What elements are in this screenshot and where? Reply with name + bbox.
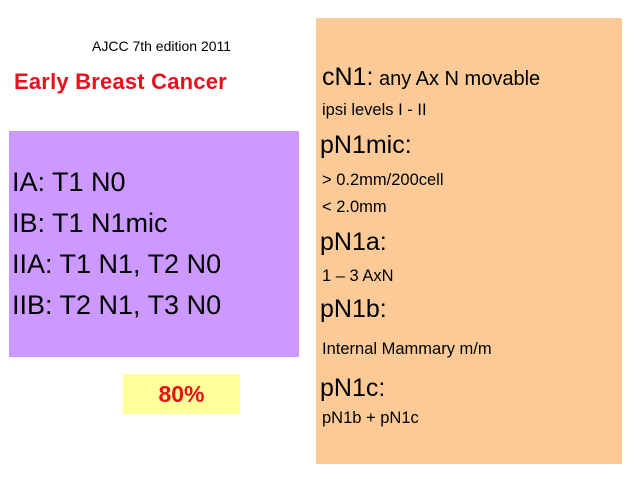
cn1-text: any Ax N movable: [373, 68, 541, 90]
stage-ib: IB: T1 N1mic: [12, 208, 168, 238]
pn1a-label: pN1a:: [320, 228, 387, 256]
cn1-line: cN1: any Ax N movable: [322, 63, 540, 92]
survival-percent: 80%: [158, 381, 205, 407]
pn1b-text: Internal Mammary m/m: [322, 340, 492, 358]
stage-iia: IIA: T1 N1, T2 N0: [12, 249, 222, 279]
pn1mic-line2: < 2.0mm: [322, 198, 387, 216]
edition-label: AJCC 7th edition 2011: [92, 38, 232, 54]
slide-title: Early Breast Cancer: [14, 69, 227, 94]
pn1mic-line1: > 0.2mm/200cell: [322, 171, 444, 189]
pn1b-label: pN1b:: [320, 295, 387, 323]
node-definitions-panel: [316, 18, 622, 464]
survival-box: [123, 374, 240, 414]
pn1c-text: pN1b + pN1c: [322, 409, 419, 427]
stage-box: [9, 131, 299, 357]
cn1-sub: ipsi levels I - II: [322, 101, 427, 119]
pn1a-text: 1 – 3 AxN: [322, 267, 394, 285]
pn1c-label: pN1c:: [320, 374, 386, 402]
stage-iib: IIB: T2 N1, T3 N0: [12, 290, 222, 320]
stage-ia: IA: T1 N0: [12, 167, 126, 197]
cn1-label: cN1:: [322, 63, 374, 91]
pn1mic-label: pN1mic:: [320, 131, 412, 159]
